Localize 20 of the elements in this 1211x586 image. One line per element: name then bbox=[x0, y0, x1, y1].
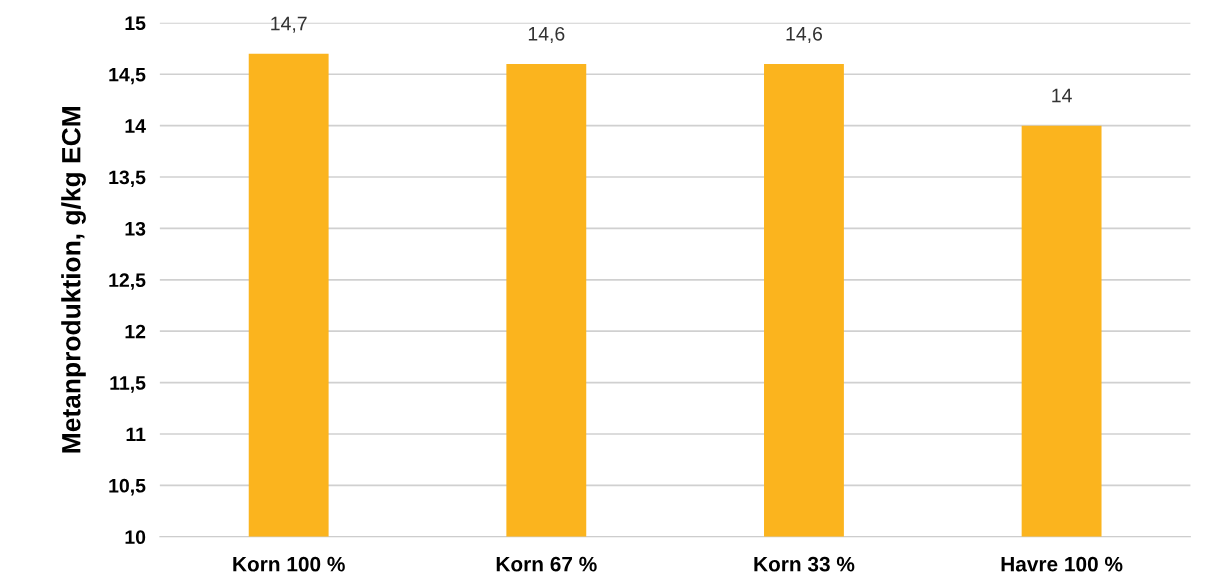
y-tick-label: 13 bbox=[125, 221, 146, 236]
y-tick-label: 14 bbox=[125, 119, 146, 133]
x-tick-label: Korn 100 % bbox=[233, 556, 345, 572]
y-tick-label: 12,5 bbox=[109, 273, 146, 290]
x-tick-label: Korn 67 % bbox=[496, 556, 597, 572]
data-label: 14,6 bbox=[528, 26, 565, 43]
x-tick-label: Havre 100 % bbox=[1001, 556, 1123, 572]
y-axis-title: Metanproduktion, g/kg ECM bbox=[61, 107, 86, 453]
y-tick-label: 13,5 bbox=[109, 170, 146, 188]
y-tick-label: 15 bbox=[125, 16, 146, 31]
y-tick-label: 10 bbox=[125, 530, 146, 545]
data-label: 14,7 bbox=[271, 16, 307, 33]
y-tick-label: 11,5 bbox=[110, 376, 146, 393]
data-label: 14,6 bbox=[786, 26, 823, 43]
x-tick-label: Korn 33 % bbox=[754, 556, 855, 572]
data-label: 14 bbox=[1052, 88, 1072, 103]
y-tick-label: 11 bbox=[126, 427, 146, 442]
y-tick-label: 12 bbox=[125, 324, 146, 339]
y-tick-label: 10,5 bbox=[109, 478, 146, 496]
y-tick-label: 14,5 bbox=[109, 67, 146, 85]
